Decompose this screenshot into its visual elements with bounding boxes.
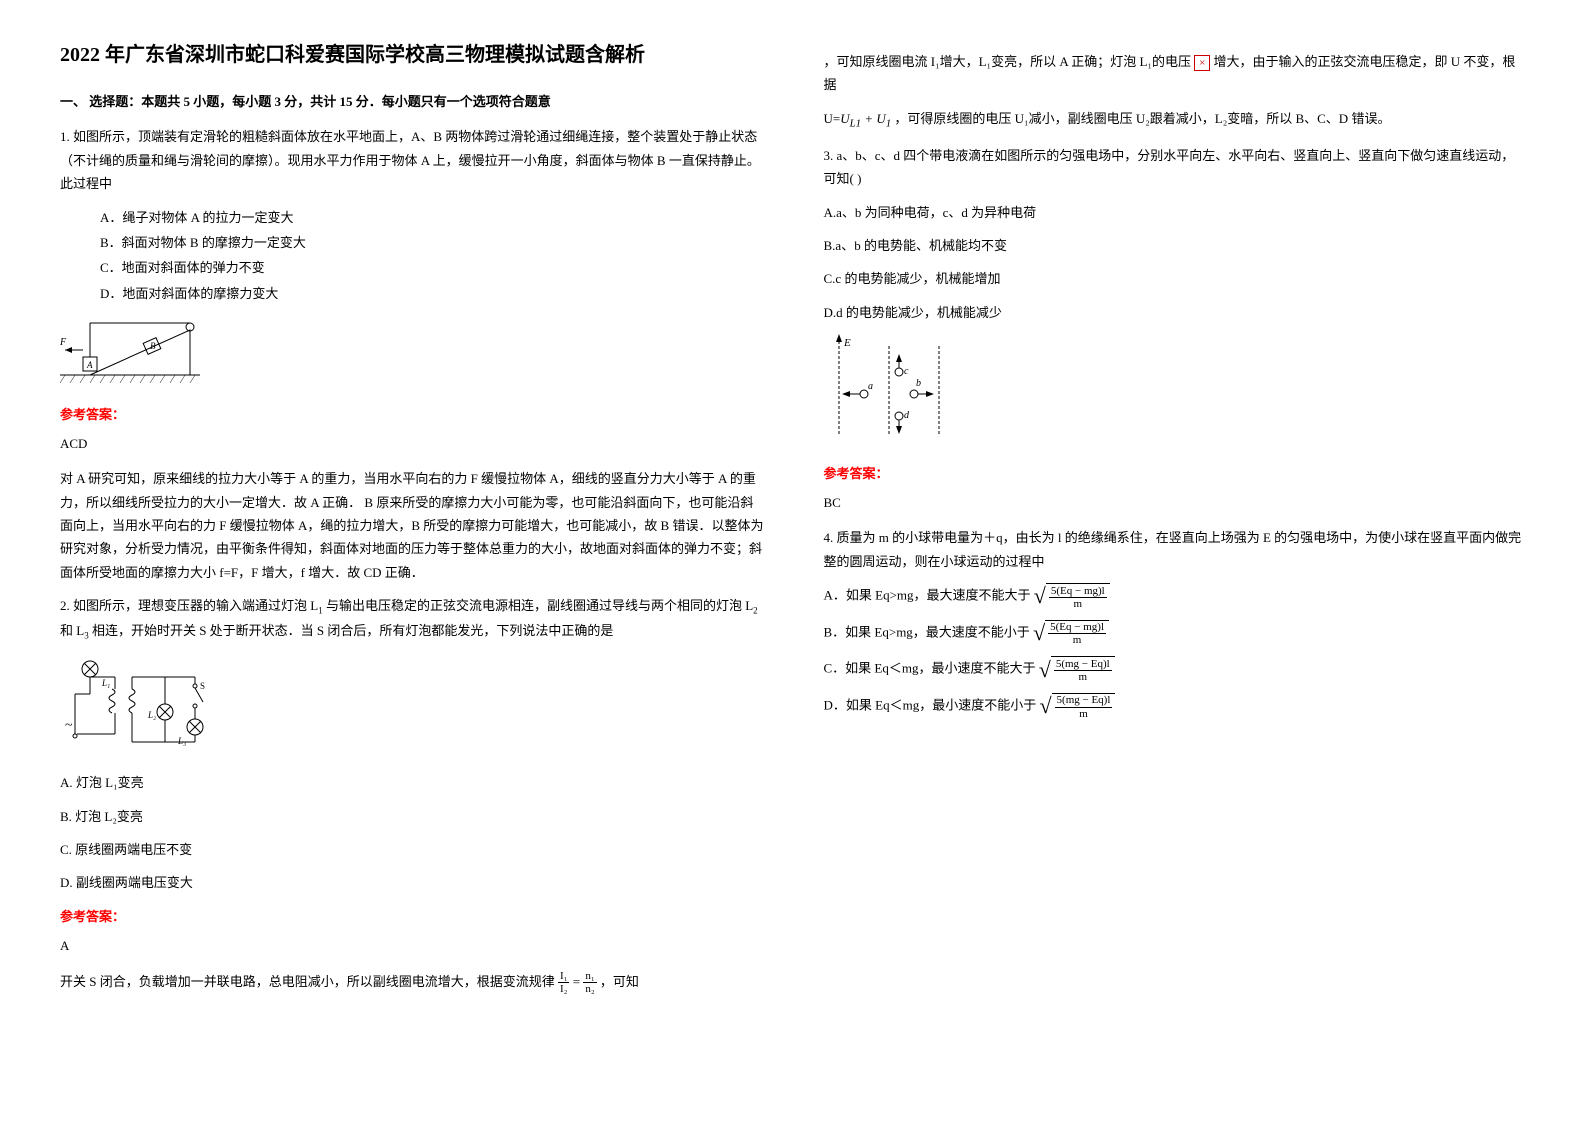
svg-text:b: b [916,378,921,389]
x-icon: × [1194,55,1210,71]
q2-ul: U= [824,111,841,126]
q3-opt-d: D.d 的电势能减少，机械能减少 [824,301,1528,324]
page: 2022 年广东省深圳市蛇口科爱赛国际学校高三物理模拟试题含解析 一、 选择题：… [60,40,1527,1005]
q4-opt-b-text: B．如果 Eq>mg，最大速度不能小于 [824,624,1030,639]
q4-opt-a-text: A．如果 Eq>mg，最大速度不能大于 [824,587,1031,602]
q1-options: A．绳子对物体 A 的拉力一定变大 B．斜面对物体 B 的摩擦力一定变大 C．地… [60,206,764,306]
q3-opt-b: B.a、b 的电势能、机械能均不变 [824,234,1528,257]
q4-opt-d: D．如果 Eq＜mg，最小速度不能小于 √ 5(mg − Eq)lm [824,693,1528,720]
q2-exp-a: 开关 S 闭合，负载增加一并联电路，总电阻减小，所以副线圈电流增大，根据变流规律 [60,974,555,989]
q1-opt-b: B．斜面对物体 B 的摩擦力一定变大 [100,231,764,254]
q1-answer: ACD [60,432,764,455]
q3-stem: 3. a、b、c、d 四个带电液滴在如图所示的匀强电场中，分别水平向左、水平向右… [824,144,1528,191]
q4-expr-d: √ 5(mg − Eq)lm [1039,693,1115,720]
q1-opt-c: C．地面对斜面体的弹力不变 [100,256,764,279]
q4-opt-b: B．如果 Eq>mg，最大速度不能小于 √ 5(Eq − mg)lm [824,620,1528,647]
q2-answer: A [60,934,764,957]
q4-opt-d-text: D．如果 Eq＜mg，最小速度不能小于 [824,697,1037,712]
q1-opt-d: D．地面对斜面体的摩擦力变大 [100,282,764,305]
q3-diagram: E a b c d [824,334,1528,451]
q2-opt-d: D. 副线圈两端电压变大 [60,871,764,894]
q4-expr-a: √ 5(Eq − mg)lm [1034,583,1110,610]
svg-text:A: A [86,360,93,370]
left-column: 2022 年广东省深圳市蛇口科爱赛国际学校高三物理模拟试题含解析 一、 选择题：… [60,40,764,1005]
q1-stem: 1. 如图所示，顶端装有定滑轮的粗糙斜面体放在水平地面上，A、B 两物体跨过滑轮… [60,125,764,195]
q2-stem-a: 2. 如图所示，理想变压器的输入端通过灯泡 L [60,598,318,613]
q2-stem: 2. 如图所示，理想变压器的输入端通过灯泡 L1 与输出电压稳定的正弦交流电源相… [60,594,764,644]
q2-answer-label: 参考答案： [60,905,764,928]
section-heading: 一、 选择题：本题共 5 小题，每小题 3 分，共计 15 分．每小题只有一个选… [60,90,764,113]
q2-explain-line3: U=UL1 + U1 ，可得原线圈的电压 U₁减小，副线圈电压 U₂跟着减小，L… [824,107,1528,134]
q2-opt-b: B. 灯泡 L₂变亮 [60,805,764,828]
frac-n1n2: n₁n₂ [583,970,596,995]
q1-opt-a: A．绳子对物体 A 的拉力一定变大 [100,206,764,229]
svg-text:L₁: L₁ [101,678,110,688]
q2-exp-d: ，可得原线圈的电压 U₁减小，副线圈电压 U₂跟着减小，L₂变暗，所以 B、C、… [894,111,1390,126]
q2-stem-b: 与输出电压稳定的正弦交流电源相连，副线圈通过导线与两个相同的灯泡 L [326,598,753,613]
right-column: ，可知原线圈电流 I₁增大，L₁变亮，所以 A 正确；灯泡 L₁的电压 × 增大… [824,40,1528,1005]
svg-text:a: a [868,381,873,392]
q2-exp-b: ，可知原线圈电流 I₁增大，L₁变亮，所以 A 正确；灯泡 L₁的电压 [824,54,1195,69]
sub-1: 1 [318,606,323,616]
q3-opt-a: A.a、b 为同种电荷，c、d 为异种电荷 [824,201,1528,224]
q2-stem-c: 和 L [60,623,84,638]
svg-text:E: E [843,337,851,349]
svg-text:~: ~ [65,718,73,733]
frac-i1i2: I₁I₂ [558,970,570,995]
q4-expr-b: √ 5(Eq − mg)lm [1033,620,1109,647]
q4-stem: 4. 质量为 m 的小球带电量为＋q，由长为 l 的绝缘绳系住，在竖直向上场强为… [824,526,1528,573]
sub-2: 2 [753,606,758,616]
q2-stem-d: 相连，开始时开关 S 处于断开状态．当 S 闭合后，所有灯泡都能发光，下列说法中… [92,623,613,638]
sub-3: 3 [84,631,89,641]
q3-opt-c: C.c 的电势能减少，机械能增加 [824,267,1528,290]
q4-opt-a: A．如果 Eq>mg，最大速度不能大于 √ 5(Eq − mg)lm [824,583,1528,610]
q1-answer-label: 参考答案： [60,403,764,426]
q2-exp-tail: ，可知 [600,974,639,989]
q1-explain: 对 A 研究可知，原来细线的拉力大小等于 A 的重力，当用水平向右的力 F 缓慢… [60,467,764,584]
q3-answer-label: 参考答案： [824,462,1528,485]
svg-text:B: B [150,341,156,351]
svg-text:c: c [904,366,909,377]
q2-diagram: L₁ ~ S [60,654,764,761]
q2-opt-c: C. 原线圈两端电压不变 [60,838,764,861]
page-title: 2022 年广东省深圳市蛇口科爱赛国际学校高三物理模拟试题含解析 [60,40,764,70]
q4-expr-c: √ 5(mg − Eq)lm [1039,656,1115,683]
q4-opt-c: C．如果 Eq＜mg，最小速度不能大于 √ 5(mg − Eq)lm [824,656,1528,683]
svg-text:L₃: L₃ [177,736,186,746]
svg-text:d: d [904,410,910,421]
q2-explain-line1: 开关 S 闭合，负载增加一并联电路，总电阻减小，所以副线圈电流增大，根据变流规律… [60,970,764,996]
q2-explain-line2: ，可知原线圈电流 I₁增大，L₁变亮，所以 A 正确；灯泡 L₁的电压 × 增大… [824,50,1528,97]
q1-diagram: B A F [60,315,764,392]
svg-text:L₂: L₂ [147,710,156,720]
svg-text:S: S [200,681,205,691]
q4-opt-c-text: C．如果 Eq＜mg，最小速度不能大于 [824,661,1036,676]
q2-opt-a: A. 灯泡 L₁变亮 [60,771,764,794]
q3-answer: BC [824,491,1528,514]
svg-text:F: F [60,337,67,348]
